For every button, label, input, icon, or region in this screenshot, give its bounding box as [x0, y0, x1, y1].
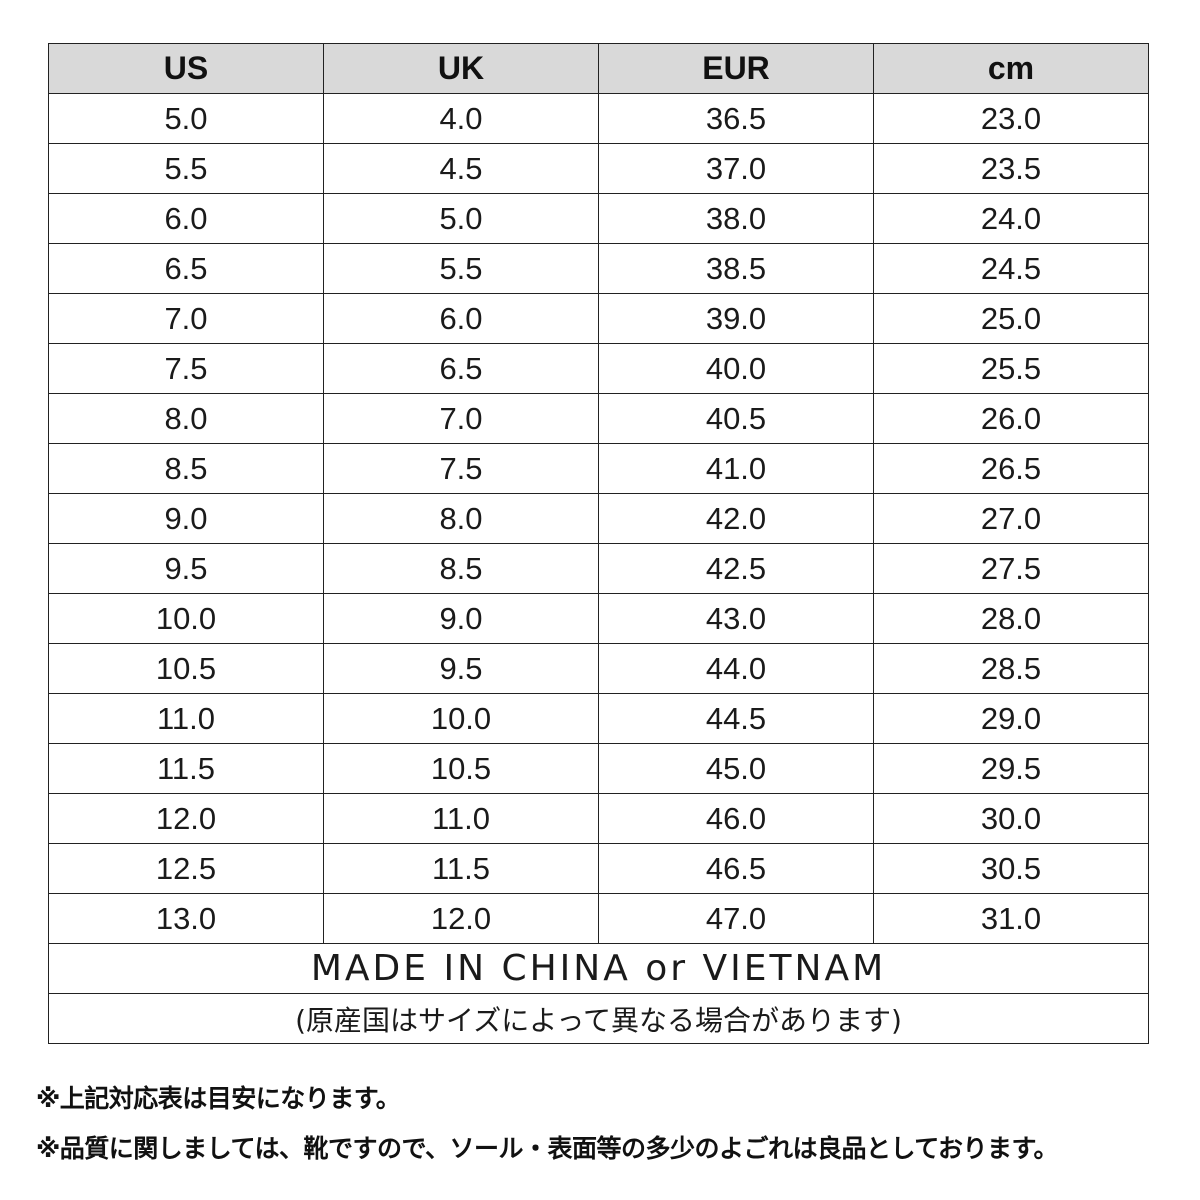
- cell-cm: 25.0: [873, 293, 1149, 344]
- cell-eur: 38.5: [598, 243, 874, 294]
- cell-us: 9.0: [48, 493, 324, 544]
- cell-cm: 26.5: [873, 443, 1149, 494]
- table-row: 13.0 12.0 47.0 31.0: [48, 893, 1149, 944]
- cell-us: 5.0: [48, 93, 324, 144]
- cell-eur: 45.0: [598, 743, 874, 794]
- cell-eur: 41.0: [598, 443, 874, 494]
- cell-cm: 24.0: [873, 193, 1149, 244]
- cell-us: 12.5: [48, 843, 324, 894]
- table-row: 8.0 7.0 40.5 26.0: [48, 393, 1149, 444]
- cell-uk: 6.5: [323, 343, 599, 394]
- cell-us: 11.5: [48, 743, 324, 794]
- cell-us: 13.0: [48, 893, 324, 944]
- origin-note-row: (原産国はサイズによって異なる場合があります): [48, 993, 1149, 1044]
- cell-uk: 4.0: [323, 93, 599, 144]
- cell-cm: 28.0: [873, 593, 1149, 644]
- cell-eur: 47.0: [598, 893, 874, 944]
- cell-us: 10.0: [48, 593, 324, 644]
- cell-cm: 24.5: [873, 243, 1149, 294]
- cell-eur: 36.5: [598, 93, 874, 144]
- header-uk: UK: [323, 43, 599, 94]
- table-row: 12.0 11.0 46.0 30.0: [48, 793, 1149, 844]
- cell-uk: 8.5: [323, 543, 599, 594]
- table-row: 7.5 6.5 40.0 25.5: [48, 343, 1149, 394]
- cell-cm: 27.5: [873, 543, 1149, 594]
- cell-us: 7.0: [48, 293, 324, 344]
- cell-uk: 8.0: [323, 493, 599, 544]
- header-row: US UK EUR cm: [48, 43, 1149, 94]
- note-guideline: ※上記対応表は目安になります。: [36, 1084, 401, 1113]
- cell-cm: 28.5: [873, 643, 1149, 694]
- cell-uk: 7.0: [323, 393, 599, 444]
- cell-cm: 30.5: [873, 843, 1149, 894]
- table-row: 11.5 10.5 45.0 29.5: [48, 743, 1149, 794]
- table-row: 5.5 4.5 37.0 23.5: [48, 143, 1149, 194]
- cell-uk: 9.5: [323, 643, 599, 694]
- cell-cm: 23.5: [873, 143, 1149, 194]
- table-row: 11.0 10.0 44.5 29.0: [48, 693, 1149, 744]
- cell-uk: 6.0: [323, 293, 599, 344]
- cell-uk: 7.5: [323, 443, 599, 494]
- cell-eur: 46.5: [598, 843, 874, 894]
- cell-eur: 43.0: [598, 593, 874, 644]
- cell-cm: 29.5: [873, 743, 1149, 794]
- cell-us: 6.0: [48, 193, 324, 244]
- cell-eur: 42.5: [598, 543, 874, 594]
- cell-cm: 26.0: [873, 393, 1149, 444]
- cell-uk: 11.5: [323, 843, 599, 894]
- cell-cm: 23.0: [873, 93, 1149, 144]
- cell-us: 12.0: [48, 793, 324, 844]
- cell-eur: 40.0: [598, 343, 874, 394]
- origin-text: MADE IN CHINA or VIETNAM: [48, 943, 1149, 994]
- cell-cm: 25.5: [873, 343, 1149, 394]
- cell-eur: 40.5: [598, 393, 874, 444]
- cell-cm: 30.0: [873, 793, 1149, 844]
- cell-uk: 5.5: [323, 243, 599, 294]
- cell-uk: 9.0: [323, 593, 599, 644]
- table-row: 5.0 4.0 36.5 23.0: [48, 93, 1149, 144]
- size-chart-table: US UK EUR cm 5.0 4.0 36.5 23.0 5.5 4.5 37.0 23.…: [48, 43, 1149, 1044]
- table-row: 9.5 8.5 42.5 27.5: [48, 543, 1149, 594]
- origin-note-text: (原産国はサイズによって異なる場合があります): [48, 993, 1149, 1044]
- cell-uk: 11.0: [323, 793, 599, 844]
- cell-eur: 46.0: [598, 793, 874, 844]
- table-row: 6.0 5.0 38.0 24.0: [48, 193, 1149, 244]
- cell-cm: 29.0: [873, 693, 1149, 744]
- cell-us: 8.5: [48, 443, 324, 494]
- cell-uk: 4.5: [323, 143, 599, 194]
- table-row: 9.0 8.0 42.0 27.0: [48, 493, 1149, 544]
- header-cm: cm: [873, 43, 1149, 94]
- cell-eur: 42.0: [598, 493, 874, 544]
- cell-uk: 10.5: [323, 743, 599, 794]
- table-row: 12.5 11.5 46.5 30.5: [48, 843, 1149, 894]
- size-rows: 5.0 4.0 36.5 23.0 5.5 4.5 37.0 23.5 6.0 5.0 38.0 24…: [48, 93, 1149, 944]
- table-row: 10.0 9.0 43.0 28.0: [48, 593, 1149, 644]
- cell-eur: 39.0: [598, 293, 874, 344]
- header-us: US: [48, 43, 324, 94]
- note-quality: ※品質に関しましては、靴ですので、ソール・表面等の多少のよごれは良品としておりま…: [36, 1134, 1059, 1163]
- table-row: 10.5 9.5 44.0 28.5: [48, 643, 1149, 694]
- cell-eur: 37.0: [598, 143, 874, 194]
- cell-cm: 27.0: [873, 493, 1149, 544]
- cell-us: 6.5: [48, 243, 324, 294]
- table-row: 7.0 6.0 39.0 25.0: [48, 293, 1149, 344]
- cell-us: 9.5: [48, 543, 324, 594]
- cell-eur: 38.0: [598, 193, 874, 244]
- table-row: 6.5 5.5 38.5 24.5: [48, 243, 1149, 294]
- cell-us: 10.5: [48, 643, 324, 694]
- table-row: 8.5 7.5 41.0 26.5: [48, 443, 1149, 494]
- cell-us: 8.0: [48, 393, 324, 444]
- origin-row: MADE IN CHINA or VIETNAM: [48, 943, 1149, 994]
- cell-us: 5.5: [48, 143, 324, 194]
- cell-uk: 12.0: [323, 893, 599, 944]
- cell-us: 11.0: [48, 693, 324, 744]
- header-eur: EUR: [598, 43, 874, 94]
- cell-uk: 5.0: [323, 193, 599, 244]
- cell-us: 7.5: [48, 343, 324, 394]
- cell-cm: 31.0: [873, 893, 1149, 944]
- cell-eur: 44.5: [598, 693, 874, 744]
- cell-uk: 10.0: [323, 693, 599, 744]
- cell-eur: 44.0: [598, 643, 874, 694]
